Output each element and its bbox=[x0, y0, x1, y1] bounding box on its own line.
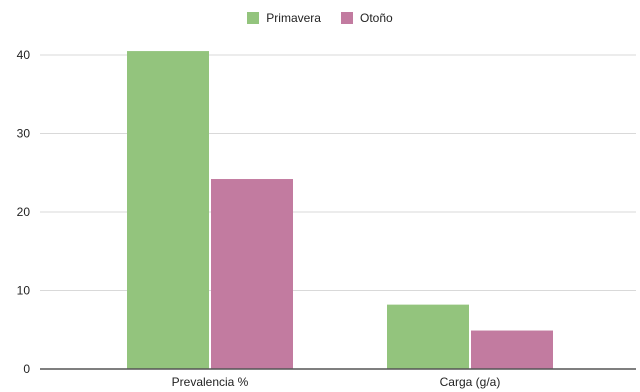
legend-swatch-otono bbox=[340, 12, 353, 24]
legend-label-otono: Otoño bbox=[359, 11, 393, 25]
bars bbox=[127, 51, 553, 369]
y-tick-label-30: 30 bbox=[17, 127, 31, 141]
legend-item-primavera[interactable]: Primavera bbox=[247, 11, 321, 25]
legend-swatch-primavera bbox=[247, 12, 260, 24]
bar-otono-carga bbox=[471, 330, 553, 369]
y-tick-label-10: 10 bbox=[17, 284, 31, 298]
y-tick-label-20: 20 bbox=[17, 205, 31, 219]
y-tick-label-0: 0 bbox=[23, 362, 30, 376]
x-tick-label-carga: Carga (g/a) bbox=[440, 375, 501, 389]
x-tick-label-prevalencia: Prevalencia % bbox=[172, 375, 249, 389]
legend-label-primavera: Primavera bbox=[266, 11, 321, 25]
bar-primavera-prevalencia bbox=[127, 51, 209, 369]
bar-primavera-carga bbox=[387, 304, 469, 369]
legend-item-otono[interactable]: Otoño bbox=[340, 11, 393, 25]
axes: 0 10 20 30 40 Prevalencia % Carga (g/a) bbox=[17, 48, 636, 389]
y-tick-label-40: 40 bbox=[17, 48, 31, 62]
chart-legend: Primavera Otoño bbox=[0, 11, 640, 25]
bar-otono-prevalencia bbox=[211, 179, 293, 369]
